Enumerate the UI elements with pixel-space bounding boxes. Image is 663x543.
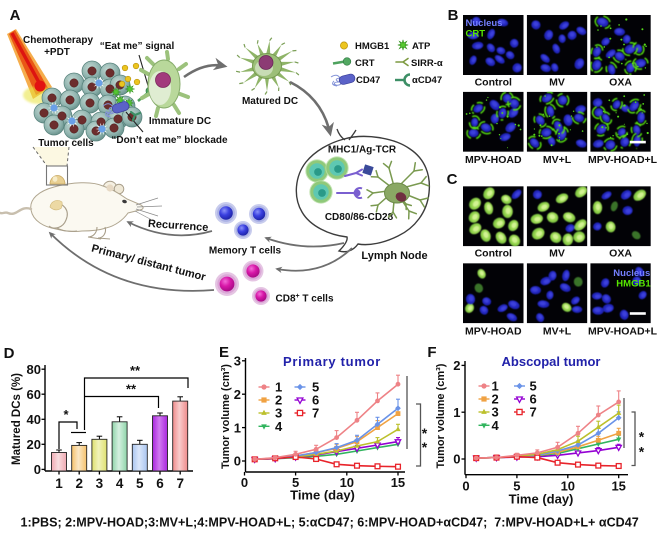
svg-text:7: 7 [176,476,184,491]
svg-text:Primary/ distant tumor: Primary/ distant tumor [90,243,207,284]
svg-text:0: 0 [241,475,248,490]
svg-text:Control: Control [475,248,512,260]
svg-text:MV+L: MV+L [543,154,572,166]
svg-text:HMGB1: HMGB1 [355,41,390,52]
svg-text:1: 1 [234,420,241,435]
svg-text:SIRR-α: SIRR-α [411,58,443,69]
svg-text:0: 0 [34,462,41,477]
svg-text:2: 2 [75,476,83,491]
svg-text:20: 20 [27,437,41,452]
svg-text:MPV-HOAD+L: MPV-HOAD+L [588,154,658,166]
svg-text:6: 6 [312,393,319,408]
svg-text:OXA: OXA [609,77,632,89]
svg-text:5: 5 [513,479,520,494]
svg-text:CD8+ T cells: CD8+ T cells [276,293,334,305]
svg-text:CD80/86-CD28: CD80/86-CD28 [325,212,394,223]
svg-text:Lymph Node: Lymph Node [361,250,427,262]
svg-text:6: 6 [530,392,537,407]
svg-text:Immature DC: Immature DC [149,116,211,127]
svg-text:Control: Control [475,77,512,89]
svg-text:**: ** [126,382,137,397]
svg-text:Time (day): Time (day) [509,492,574,507]
svg-text:4: 4 [116,476,124,491]
svg-text:ATP: ATP [412,41,431,52]
svg-text:CRT: CRT [466,29,486,40]
svg-text:MPV-HOAD: MPV-HOAD [465,154,522,166]
svg-text:3: 3 [234,354,241,369]
svg-text:2: 2 [492,392,499,407]
svg-text:60: 60 [27,387,41,402]
svg-text:*: * [639,444,645,460]
svg-text:15: 15 [611,479,625,494]
svg-text:5: 5 [292,475,299,490]
svg-text:3: 3 [96,476,104,491]
svg-text:Tumor volume (cm³): Tumor volume (cm³) [435,363,447,468]
svg-text:**: ** [130,363,141,378]
svg-text:Memory T cells: Memory T cells [209,246,282,257]
svg-text:7: 7 [530,405,537,420]
svg-text:*: * [63,407,69,422]
svg-text:1: 1 [492,379,499,394]
svg-text:Abscopal tumor: Abscopal tumor [502,354,601,369]
svg-text:0: 0 [234,454,241,469]
svg-text:2: 2 [453,358,460,373]
svg-text:CRT: CRT [355,58,375,69]
svg-text:MV+L: MV+L [543,326,572,338]
svg-text:*: * [422,425,428,441]
svg-text:5: 5 [136,476,144,491]
svg-text:Matured DCs (%): Matured DCs (%) [11,373,23,465]
svg-text:MV: MV [549,77,565,89]
svg-text:40: 40 [27,412,41,427]
svg-text:A: A [10,7,21,24]
svg-text:“Don’t eat me” blockade: “Don’t eat me” blockade [111,135,228,146]
svg-text:3: 3 [492,405,499,420]
svg-text:Chemotherapy: Chemotherapy [23,35,93,46]
svg-text:0: 0 [453,452,460,467]
svg-text:OXA: OXA [609,248,632,260]
svg-text:MPV-HOAD+L: MPV-HOAD+L [588,326,658,338]
svg-text:Recurrence: Recurrence [148,218,209,234]
svg-text:10: 10 [340,475,354,490]
svg-text:B: B [448,7,459,24]
svg-text:3: 3 [275,406,282,421]
svg-text:1: 1 [453,405,460,420]
svg-text:6: 6 [156,476,164,491]
svg-text:2: 2 [234,387,241,402]
svg-text:5: 5 [530,379,537,394]
svg-text:Tumor cells: Tumor cells [38,138,94,149]
svg-text:2: 2 [275,393,282,408]
svg-text:15: 15 [391,475,405,490]
svg-text:Time (day): Time (day) [290,488,355,503]
svg-text:+PDT: +PDT [44,47,70,58]
svg-text:4: 4 [275,419,283,434]
svg-text:1: 1 [275,380,282,395]
svg-text:αCD47: αCD47 [412,75,442,86]
svg-text:0: 0 [462,479,469,494]
svg-text:MHC1/Ag-TCR: MHC1/Ag-TCR [328,145,397,156]
svg-text:*: * [639,429,645,445]
svg-text:Matured DC: Matured DC [242,96,298,107]
svg-text:MPV-HOAD: MPV-HOAD [465,326,522,338]
svg-text:5: 5 [312,380,319,395]
svg-text:80: 80 [27,362,41,377]
svg-text:Tumor volume (cm³): Tumor volume (cm³) [220,364,232,469]
svg-text:CD47: CD47 [356,75,380,86]
svg-text:C: C [447,171,458,188]
svg-text:1:PBS; 2:MPV-HOAD;3:MV+L;4:MPV: 1:PBS; 2:MPV-HOAD;3:MV+L;4:MPV-HOAD+L; 5… [21,516,639,530]
svg-text:F: F [427,344,436,361]
svg-text:E: E [219,344,229,361]
svg-text:HMGB1: HMGB1 [616,279,651,290]
svg-text:D: D [4,345,15,362]
svg-text:Nucleus: Nucleus [613,268,650,279]
svg-text:4: 4 [492,418,500,433]
svg-text:“Eat me” signal: “Eat me” signal [100,41,175,52]
svg-text:10: 10 [561,479,575,494]
svg-text:MV: MV [549,248,565,260]
svg-text:1: 1 [55,476,63,491]
svg-text:7: 7 [312,406,319,421]
svg-text:*: * [422,439,428,455]
svg-text:Primary tumor: Primary tumor [283,354,381,369]
svg-text:Nucleus: Nucleus [466,18,503,29]
